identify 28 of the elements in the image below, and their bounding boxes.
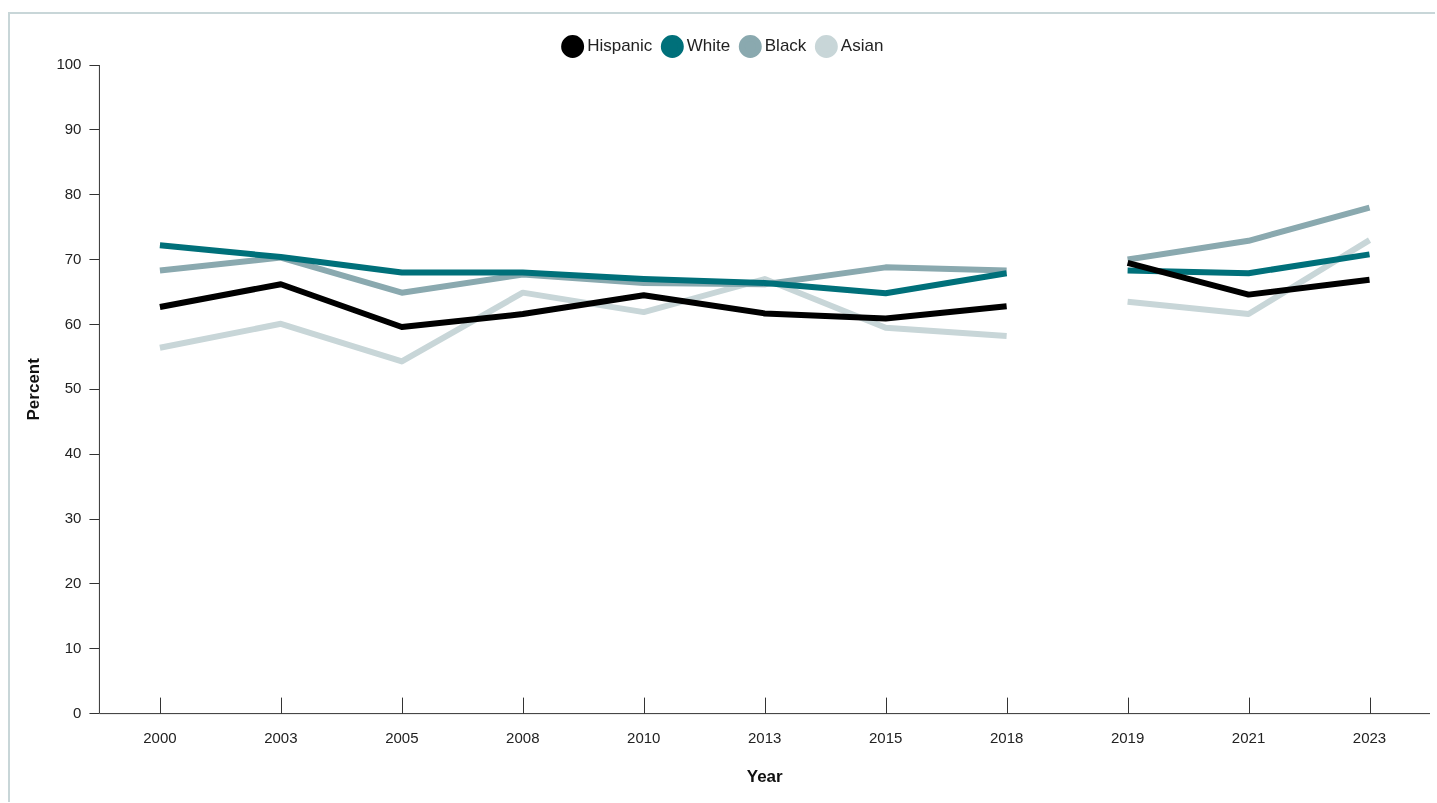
x-tick-label: 2021 (1231, 728, 1266, 746)
legend-label: Asian (840, 36, 884, 56)
y-axis-title: Percent (23, 357, 43, 421)
x-tick-label: 2019 (1110, 728, 1145, 746)
x-tick-label: 2015 (868, 728, 903, 746)
y-tick-label: 100 (56, 55, 82, 73)
x-tick-label: 2023 (1352, 728, 1387, 746)
y-tick-label: 50 (64, 379, 82, 397)
x-tick-label: 2000 (143, 728, 177, 746)
x-tick-label: 2018 (989, 728, 1024, 746)
legend-label: Black (764, 36, 807, 56)
y-tick-label: 70 (64, 249, 82, 267)
y-tick-label: 10 (64, 638, 82, 656)
y-tick-label: 20 (64, 574, 82, 592)
x-tick-label: 2003 (264, 728, 298, 746)
x-tick-label: 2010 (627, 728, 661, 746)
x-tick-label: 2013 (748, 728, 782, 746)
y-tick-label: 80 (64, 184, 82, 202)
y-tick-label: 60 (64, 314, 82, 332)
y-tick-label: 0 (73, 703, 82, 721)
legend-label: White (686, 36, 731, 56)
legend-label: Hispanic (587, 36, 653, 56)
y-tick-label: 90 (64, 120, 82, 137)
x-tick-label: 2005 (385, 728, 419, 746)
y-tick-label: 40 (64, 444, 82, 462)
y-tick-label: 30 (64, 509, 82, 527)
x-axis-title: Year (746, 767, 784, 787)
x-tick-label: 2008 (506, 728, 540, 746)
